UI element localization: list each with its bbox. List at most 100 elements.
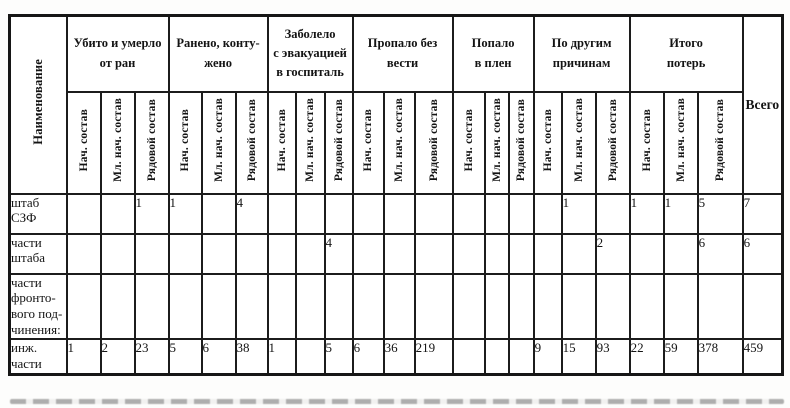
scan-artifact-line [10, 399, 784, 404]
subheader-officer-staff: Нач. состав [65, 90, 102, 195]
data-cell [594, 272, 631, 340]
data-cell: 1 [266, 337, 297, 376]
subheader-junior-officer-staff: Мл. нач. состав [200, 90, 237, 195]
name-header-label: Наименование [30, 59, 45, 146]
data-cell [507, 272, 535, 340]
data-cell: 5 [167, 337, 203, 376]
subheader-officer-staff: Нач. состав [167, 90, 203, 195]
data-cell [560, 232, 597, 275]
column-group-other-causes: По другим причинам [532, 14, 631, 93]
data-cell [133, 272, 170, 340]
data-cell: 5 [323, 337, 354, 376]
subheader-rank-and-file: Рядовой состав [234, 90, 269, 195]
subheader-junior-officer-staff: Мл. нач. состав [382, 90, 416, 195]
data-cell: 1 [65, 337, 102, 376]
total-cell [741, 272, 784, 340]
data-cell [65, 232, 102, 275]
subheader-junior-officer-staff: Мл. нач. состав [99, 90, 136, 195]
data-cell [451, 192, 486, 235]
data-cell [351, 192, 385, 235]
data-cell [234, 232, 269, 275]
table-row-hq-units: части штаба 4 2 [8, 232, 784, 275]
table-row-front-hq: штаб СЗФ 1 1 4 1 1 1 [8, 192, 784, 235]
data-cell: 1 [560, 192, 597, 235]
row-label: части фронто- вого под- чинения: [8, 272, 68, 340]
data-cell [507, 337, 535, 376]
data-cell [323, 192, 354, 235]
subheader-officer-staff: Нач. состав [532, 90, 563, 195]
data-cell [662, 232, 699, 275]
data-cell [351, 272, 385, 340]
data-cell [65, 192, 102, 235]
subheader-rank-and-file: Рядовой состав [507, 90, 535, 195]
total-cell: 7 [741, 192, 784, 235]
data-cell [382, 272, 416, 340]
data-cell [294, 192, 326, 235]
table-row-front-subordination-units: части фронто- вого под- чинения: [8, 272, 784, 340]
data-cell [628, 272, 665, 340]
total-cell: 6 [741, 232, 784, 275]
data-cell: 22 [628, 337, 665, 376]
row-label: части штаба [8, 232, 68, 275]
data-cell [451, 232, 486, 275]
data-cell: 59 [662, 337, 699, 376]
data-cell: 1 [628, 192, 665, 235]
data-cell: 219 [413, 337, 454, 376]
data-cell [99, 232, 136, 275]
data-cell: 1 [662, 192, 699, 235]
data-cell: 9 [532, 337, 563, 376]
data-cell [451, 272, 486, 340]
data-cell: 93 [594, 337, 631, 376]
table-row-engineer-units: инж. части 1 2 23 5 6 38 1 5 6 36 219 9 … [8, 337, 784, 376]
column-group-total-losses: Итого потерь [628, 14, 744, 93]
data-cell: 2 [594, 232, 631, 275]
column-group-sick-evacuated: Заболело с эвакуацией в госпиталь [266, 14, 354, 93]
data-cell [99, 192, 136, 235]
column-group-wounded: Ранено, конту- жено [167, 14, 269, 93]
total-cell: 459 [741, 337, 784, 376]
subheader-rank-and-file: Рядовой состав [696, 90, 744, 195]
casualty-table: Наименование Убито и умерло от ран Ранен… [8, 14, 785, 377]
subheader-officer-staff: Нач. состав [351, 90, 385, 195]
data-cell [594, 192, 631, 235]
data-cell [167, 232, 203, 275]
data-cell [382, 232, 416, 275]
data-cell [483, 232, 510, 275]
data-cell [266, 232, 297, 275]
data-cell [200, 232, 237, 275]
subheader-junior-officer-staff: Мл. нач. состав [662, 90, 699, 195]
data-cell [351, 232, 385, 275]
column-group-killed-died: Убито и умерло от ран [65, 14, 170, 93]
data-cell [200, 192, 237, 235]
data-cell: 4 [323, 232, 354, 275]
data-cell: 4 [234, 192, 269, 235]
data-cell [483, 192, 510, 235]
data-cell: 15 [560, 337, 597, 376]
subheader-junior-officer-staff: Мл. нач. состав [560, 90, 597, 195]
data-cell [167, 272, 203, 340]
data-cell [413, 192, 454, 235]
data-cell [234, 272, 269, 340]
data-cell [266, 272, 297, 340]
data-cell [200, 272, 237, 340]
subheader-rank-and-file: Рядовой состав [594, 90, 631, 195]
subheader-officer-staff: Нач. состав [266, 90, 297, 195]
data-cell [532, 192, 563, 235]
row-label: штаб СЗФ [8, 192, 68, 235]
subheader-rank-and-file: Рядовой состав [413, 90, 454, 195]
data-cell: 5 [696, 192, 744, 235]
data-cell [99, 272, 136, 340]
subheader-rank-and-file: Рядовой состав [133, 90, 170, 195]
data-cell [382, 192, 416, 235]
data-cell: 23 [133, 337, 170, 376]
data-cell: 6 [696, 232, 744, 275]
column-group-missing: Пропало без вести [351, 14, 454, 93]
data-cell [266, 192, 297, 235]
subheader-rank-and-file: Рядовой состав [323, 90, 354, 195]
data-cell [483, 337, 510, 376]
data-cell [294, 232, 326, 275]
data-cell: 1 [167, 192, 203, 235]
data-cell [294, 272, 326, 340]
data-cell: 6 [200, 337, 237, 376]
data-cell: 1 [133, 192, 170, 235]
